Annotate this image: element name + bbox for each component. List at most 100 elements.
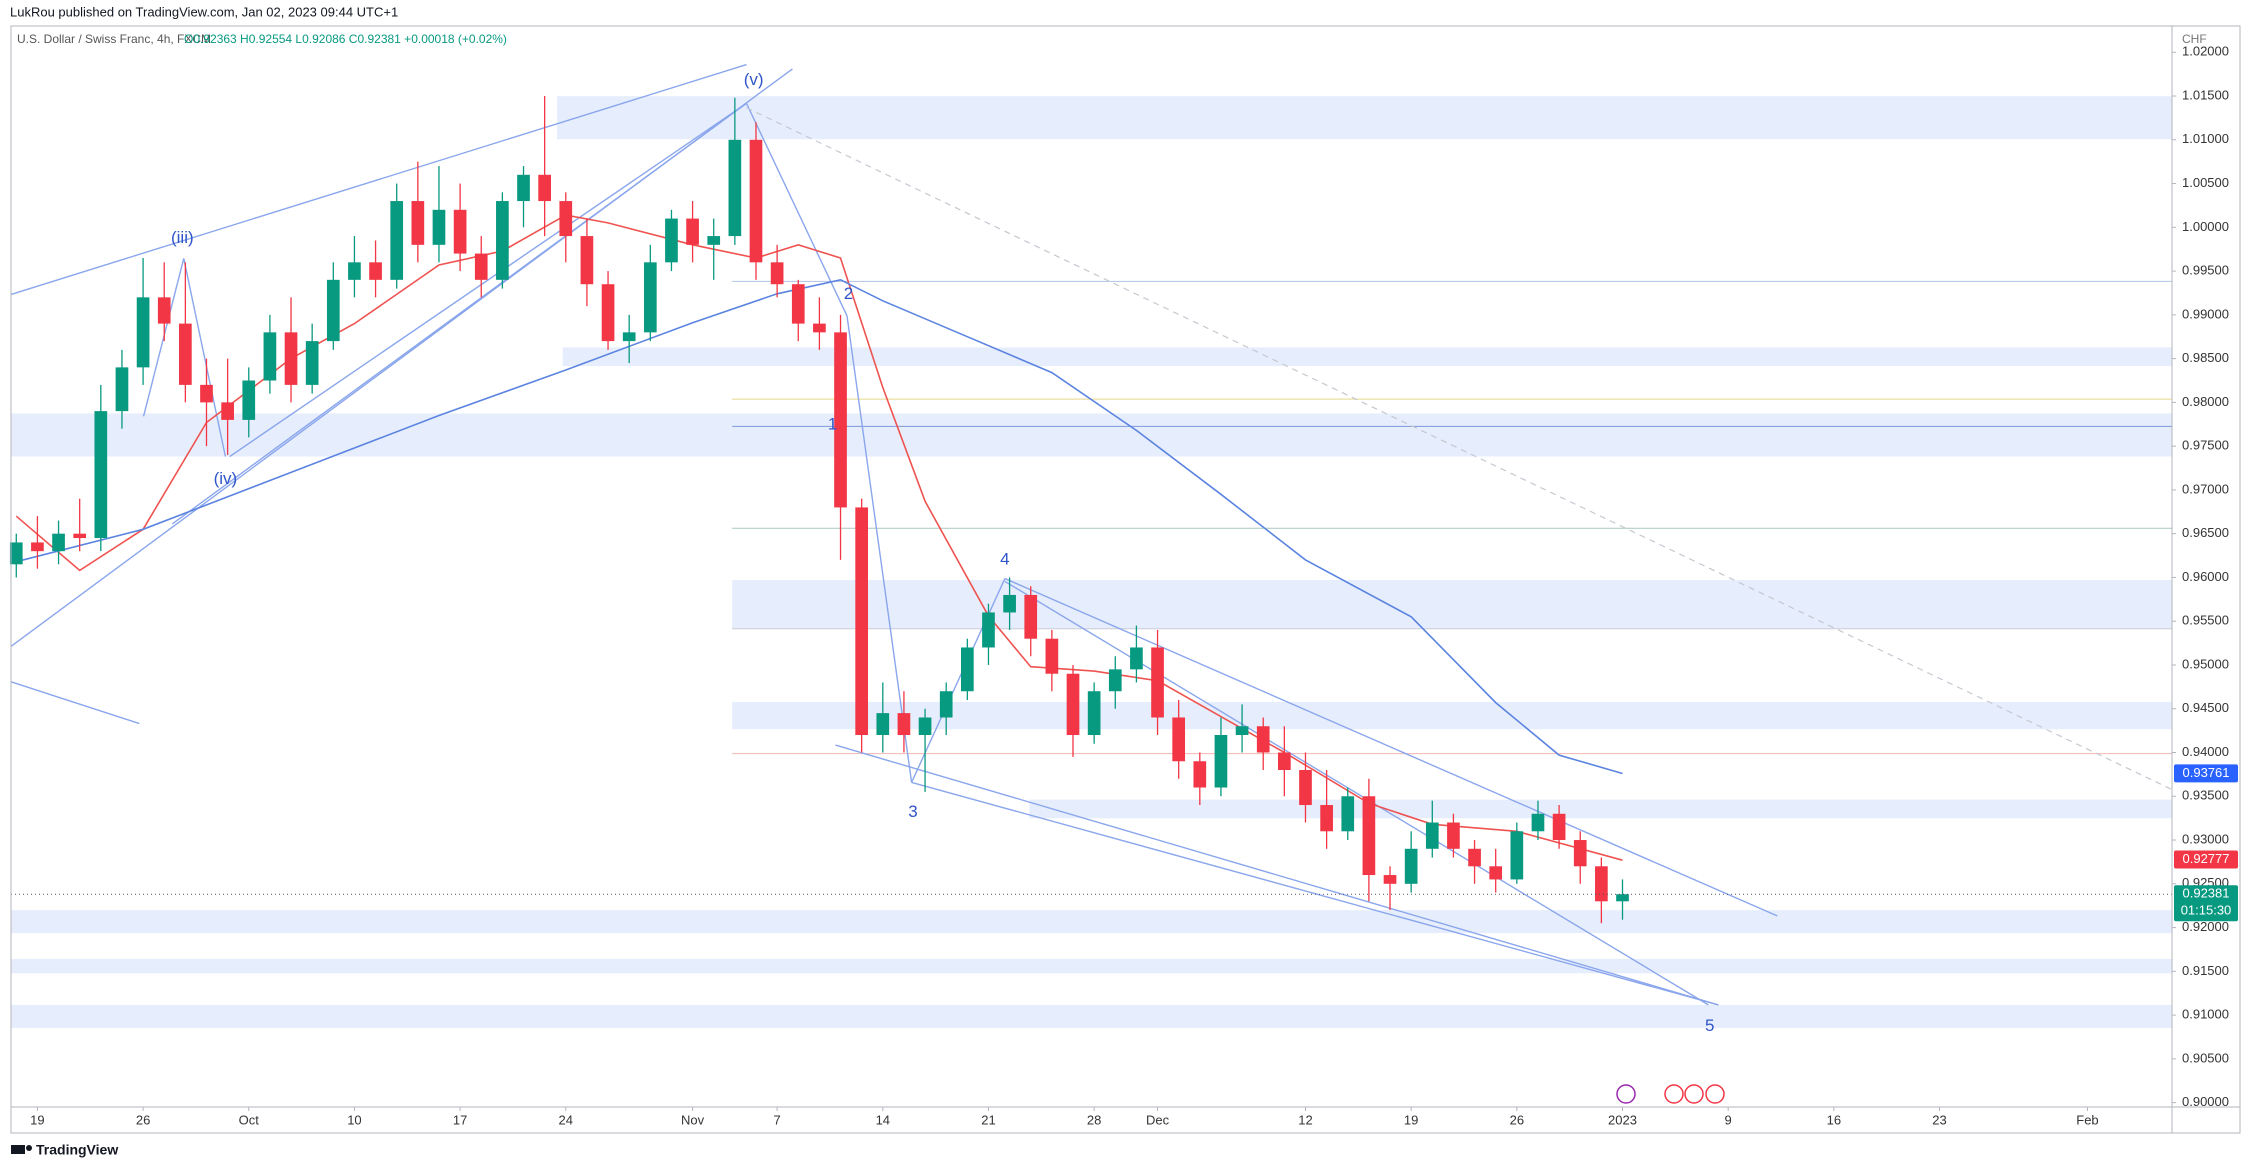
trend-line xyxy=(171,102,747,525)
trend-line xyxy=(1004,577,1778,917)
candle-body xyxy=(221,402,234,420)
y-tick-label: 0.97500 xyxy=(2182,438,2229,453)
footer-logo xyxy=(11,1145,32,1154)
x-tick-label: 16 xyxy=(1827,1112,1841,1127)
drawings xyxy=(11,63,2173,1006)
candle-body xyxy=(728,139,742,237)
zone xyxy=(11,958,2173,974)
y-tick-label: 0.94000 xyxy=(2182,744,2229,759)
y-tick-label: 0.95000 xyxy=(2182,656,2229,671)
candle-body xyxy=(1341,796,1355,832)
candle-body xyxy=(538,174,551,202)
candle-body xyxy=(1616,894,1629,902)
candle-body xyxy=(157,297,171,324)
candle-body xyxy=(1510,831,1524,880)
y-tick-label: 0.91000 xyxy=(2182,1007,2229,1022)
x-tick-label: 19 xyxy=(30,1112,44,1127)
event-icon xyxy=(1616,1084,1636,1104)
candle-body xyxy=(432,209,446,245)
x-tick-label: 17 xyxy=(453,1112,467,1127)
price-tag-label: 0.92381 xyxy=(2183,886,2230,901)
currency-label: CHF xyxy=(2182,32,2207,46)
candle-body xyxy=(1193,761,1207,788)
candle-body xyxy=(1130,647,1143,670)
candle-body xyxy=(242,380,256,420)
candle-body xyxy=(622,332,636,342)
x-tick-label: 21 xyxy=(981,1112,995,1127)
x-tick-label: Dec xyxy=(1146,1112,1170,1127)
candle-body xyxy=(1595,866,1608,902)
candle-body xyxy=(115,367,129,412)
trend-line xyxy=(229,102,747,458)
candle-body xyxy=(179,323,192,385)
x-tick-label: Oct xyxy=(239,1112,260,1127)
publisher-header: LukRou published on TradingView.com, Jan… xyxy=(10,4,398,19)
event-icon xyxy=(1705,1084,1725,1104)
zone xyxy=(1029,799,2173,819)
candle-body xyxy=(1045,638,1059,674)
y-tick-label: 0.93500 xyxy=(2182,788,2229,803)
candle-body xyxy=(390,201,404,280)
candle-body xyxy=(855,507,869,735)
y-tick-label: 0.99000 xyxy=(2182,306,2229,321)
zones xyxy=(11,96,2173,1028)
trend-line xyxy=(183,258,227,457)
moving-average xyxy=(16,278,1623,775)
candle-body xyxy=(1299,770,1312,806)
y-tick-label: 0.91500 xyxy=(2182,963,2229,978)
x-tick-label: 28 xyxy=(1087,1112,1101,1127)
candle-body xyxy=(770,262,784,285)
candle-body xyxy=(1447,822,1460,849)
candle-body xyxy=(897,713,911,735)
candle-body xyxy=(601,284,615,342)
x-tick-label: 7 xyxy=(774,1112,781,1127)
candle-body xyxy=(1172,717,1186,762)
candle-body xyxy=(791,284,805,324)
candle-body xyxy=(960,647,974,692)
x-tick-label: 12 xyxy=(1298,1112,1312,1127)
wave-label: (iv) xyxy=(214,469,238,488)
candle-body xyxy=(9,542,23,565)
candle-body xyxy=(94,411,108,539)
logo-mark xyxy=(11,1145,25,1154)
zone xyxy=(11,910,2173,934)
wave-label: (iii) xyxy=(171,228,194,247)
candle-body xyxy=(1404,848,1418,884)
candle-body xyxy=(834,332,847,508)
candle-body xyxy=(496,201,509,280)
zone xyxy=(11,1004,2173,1028)
wave-label: (v) xyxy=(744,70,764,89)
ohlc-header: O0.92363 H0.92554 L0.92086 C0.92381 +0.0… xyxy=(184,32,507,46)
price-tag-label: 0.93761 xyxy=(2183,765,2230,780)
trend-line xyxy=(11,681,140,725)
candle-body xyxy=(348,262,361,280)
trend-line xyxy=(1004,580,1709,1006)
candle-body xyxy=(136,297,150,368)
candle-body xyxy=(1024,594,1038,639)
price-tag-countdown: 01:15:30 xyxy=(2181,903,2232,918)
candle-body xyxy=(686,218,699,245)
wave-label: 5 xyxy=(1705,1016,1714,1035)
zone xyxy=(732,579,2173,629)
candle-body xyxy=(453,209,467,254)
candle-body xyxy=(1235,726,1249,735)
y-tick-label: 1.00500 xyxy=(2182,175,2229,190)
candle-body xyxy=(939,691,953,718)
candle-body xyxy=(1256,726,1270,753)
candle-body xyxy=(1383,875,1397,884)
candle-body xyxy=(1531,813,1545,832)
y-tick-label: 0.92000 xyxy=(2182,919,2229,934)
candle-body xyxy=(1214,734,1228,788)
candle-body xyxy=(1552,813,1566,841)
y-tick-label: 0.95500 xyxy=(2182,613,2229,628)
x-tick-label: 24 xyxy=(559,1112,573,1127)
event-icon xyxy=(1684,1084,1704,1104)
y-tick-label: 0.96000 xyxy=(2182,569,2229,584)
y-tick-label: 1.02000 xyxy=(2182,44,2229,59)
candle-body xyxy=(749,139,763,263)
x-tick-label: 9 xyxy=(1725,1112,1732,1127)
candle-body xyxy=(813,323,826,333)
candle-body xyxy=(200,384,213,403)
y-tick-label: 0.98500 xyxy=(2182,350,2229,365)
zone xyxy=(732,702,2173,730)
